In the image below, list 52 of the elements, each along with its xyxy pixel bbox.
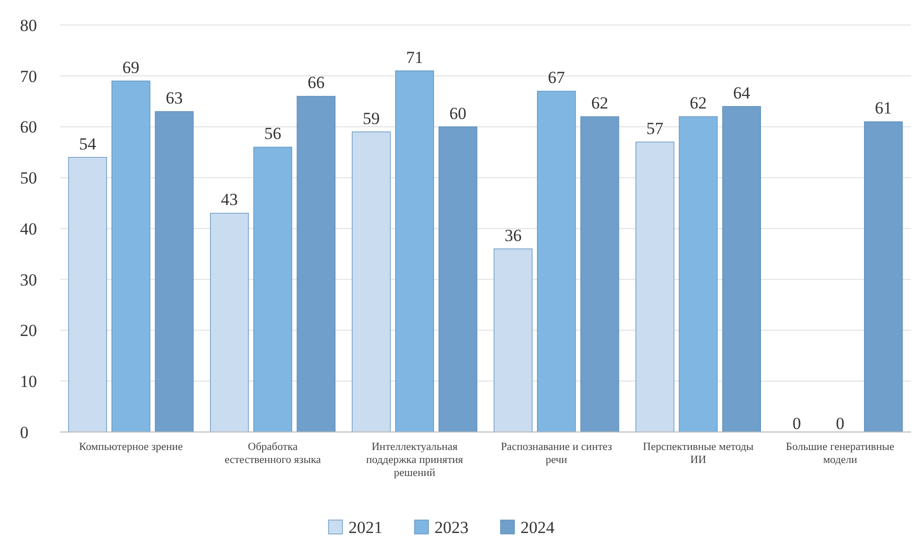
x-tick-label: Компьютерное зрение — [79, 441, 183, 453]
data-label: 36 — [504, 226, 522, 245]
data-label: 62 — [591, 94, 608, 113]
x-tick-label: Обработка естественного языка — [224, 441, 322, 466]
x-tick-label: Распознавание и синтез речи — [500, 441, 612, 466]
x-tick-label: Интеллектуальная поддержка принятия решений — [366, 441, 464, 479]
y-tick-label: 80 — [20, 16, 37, 35]
y-tick-label: 40 — [20, 219, 37, 238]
x-tick-label: Перспективные методы ИИ — [642, 441, 754, 466]
bar — [112, 80, 150, 432]
data-label: 0 — [792, 414, 801, 433]
bar — [864, 121, 903, 432]
data-label: 63 — [166, 88, 183, 108]
bar — [438, 126, 478, 432]
legend-label: 2024 — [520, 518, 555, 537]
y-tick-label: 0 — [20, 422, 28, 442]
data-label: 57 — [646, 119, 664, 138]
data-label: 69 — [122, 58, 140, 77]
data-label: 56 — [264, 124, 282, 144]
bar — [296, 96, 336, 432]
data-label: 71 — [406, 48, 424, 67]
data-label: 0 — [836, 414, 844, 433]
data-label: 64 — [733, 83, 751, 102]
bar — [352, 132, 391, 432]
y-tick-label: 60 — [20, 118, 37, 137]
bar — [494, 248, 532, 432]
data-label: 43 — [220, 190, 238, 210]
data-label: 62 — [690, 94, 707, 113]
bar — [722, 106, 761, 432]
y-tick-label: 10 — [20, 372, 37, 392]
bar — [395, 70, 434, 432]
legend-label: 2023 — [434, 518, 468, 537]
data-label: 54 — [79, 134, 97, 154]
data-label: 60 — [449, 104, 466, 123]
legend-label: 2021 — [348, 518, 382, 537]
bar — [253, 146, 292, 432]
bar — [537, 90, 576, 432]
bar — [154, 111, 194, 432]
y-tick-label: 70 — [20, 66, 37, 86]
bar — [678, 116, 718, 432]
data-label: 66 — [308, 73, 325, 92]
bar — [68, 156, 107, 432]
bar — [580, 116, 620, 432]
bar — [210, 212, 249, 432]
y-tick-label: 30 — [20, 270, 37, 290]
y-tick-label: 20 — [20, 321, 37, 340]
x-tick-label: Большие генеративные модели — [786, 441, 894, 466]
y-tick-label: 50 — [20, 168, 37, 188]
data-label: 67 — [548, 68, 566, 88]
data-label: 61 — [874, 98, 892, 118]
bar — [636, 142, 674, 432]
data-label: 59 — [362, 108, 380, 128]
